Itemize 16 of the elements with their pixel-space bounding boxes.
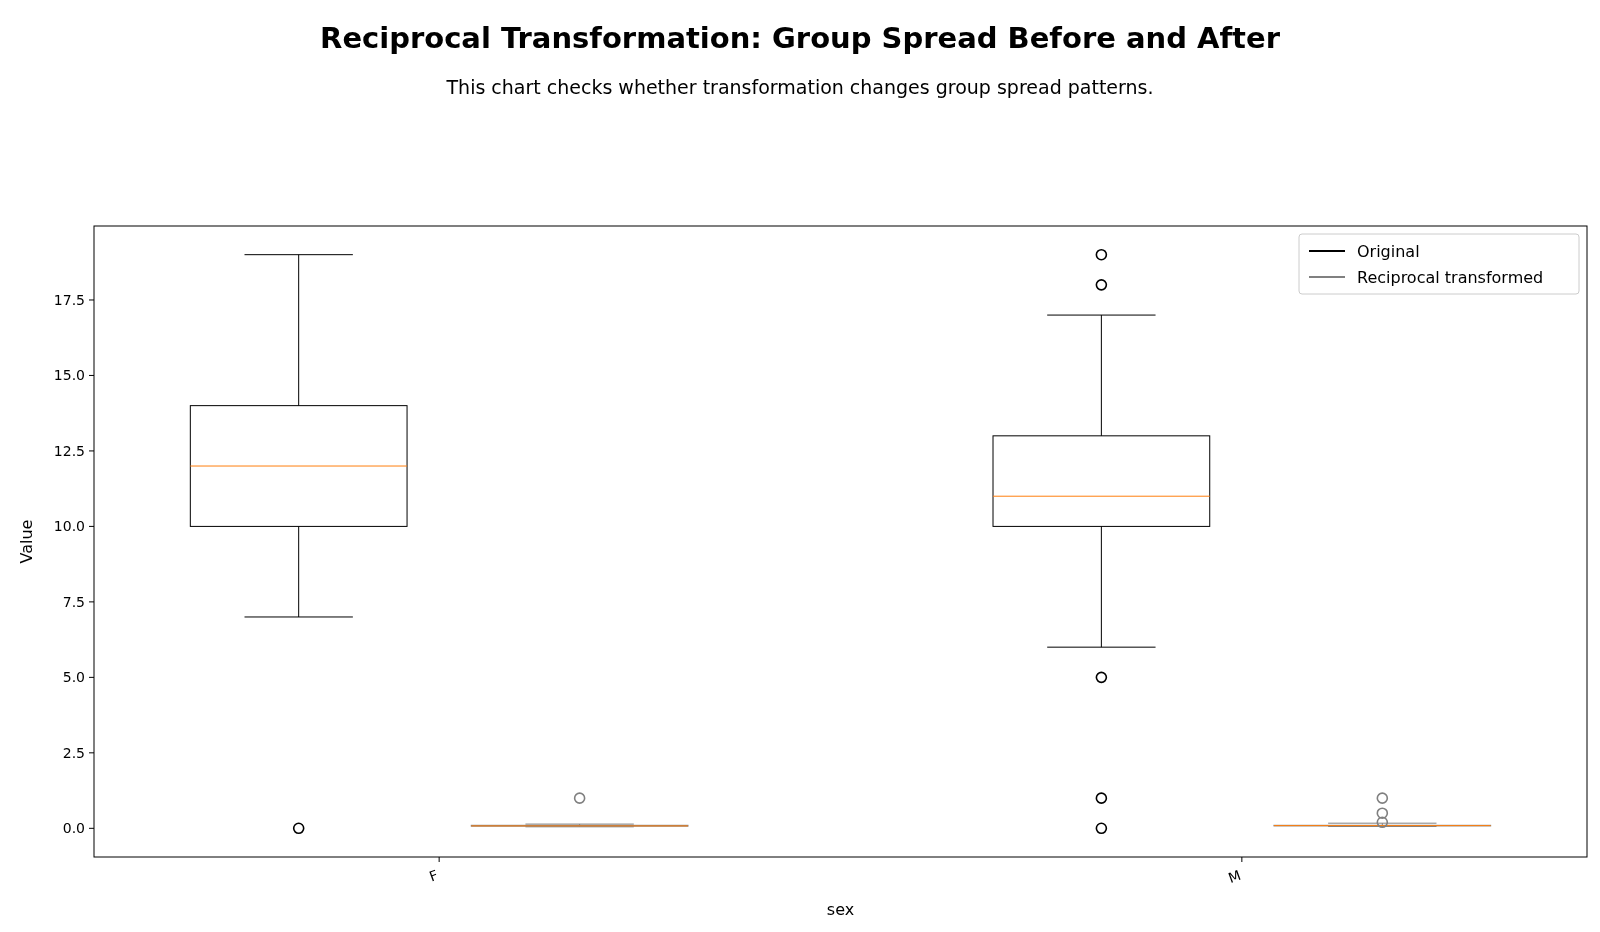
y-tick-label: 10.0 — [53, 518, 85, 535]
x-tick-label: F — [427, 866, 441, 885]
y-axis-title: Value — [17, 519, 36, 564]
y-tick-label: 5.0 — [62, 669, 85, 686]
chart-subtitle: This chart checks whether transformation changes group spread patterns. — [445, 76, 1154, 98]
y-tick-label: 2.5 — [62, 744, 85, 761]
y-tick-label: 0.0 — [62, 820, 85, 837]
y-tick-label: 15.0 — [53, 367, 85, 384]
x-axis-title: sex — [826, 900, 855, 919]
chart-title: Reciprocal Transformation: Group Spread Before and After — [320, 21, 1281, 55]
legend-label: Reciprocal transformed — [1357, 267, 1544, 287]
x-tick-label: M — [1226, 866, 1243, 886]
y-tick-label: 17.5 — [53, 291, 85, 308]
y-tick-label: 7.5 — [62, 593, 85, 610]
legend-label: Original — [1357, 241, 1420, 261]
y-tick-label: 12.5 — [53, 442, 85, 459]
